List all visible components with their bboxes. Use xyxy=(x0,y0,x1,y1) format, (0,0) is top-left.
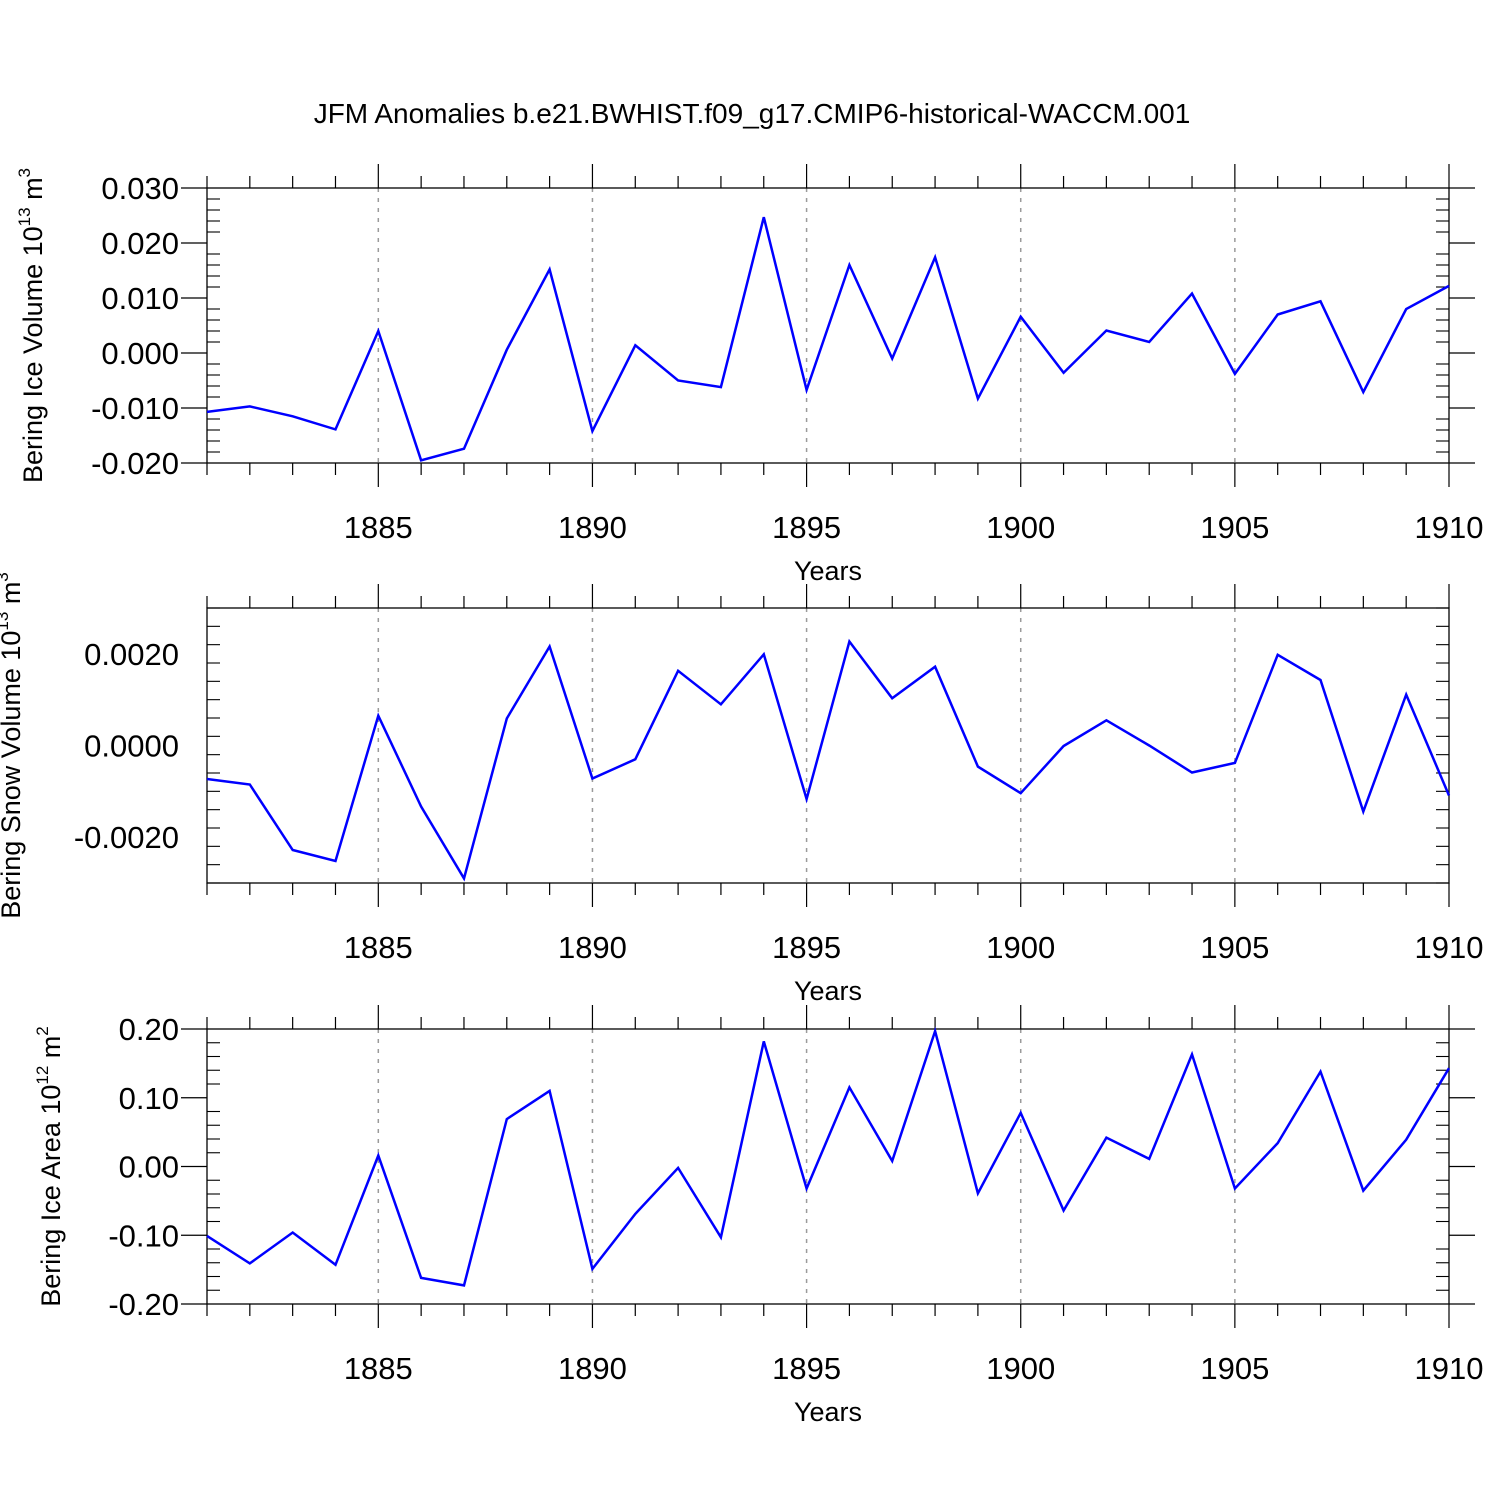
x-tick-label: 1890 xyxy=(558,510,627,545)
y-axis-label-main: Bering Ice Area 10 xyxy=(36,1085,66,1307)
y-tick-label: -0.10 xyxy=(108,1218,179,1253)
x-tick-label: 1895 xyxy=(772,930,841,965)
x-tick-label: 1900 xyxy=(986,930,1055,965)
chart-title: JFM Anomalies b.e21.BWHIST.f09_g17.CMIP6… xyxy=(314,98,1191,129)
data-series-line xyxy=(206,638,1451,882)
x-tick-label: 1910 xyxy=(1415,930,1484,965)
plot-frame xyxy=(206,607,1450,884)
x-tick-label: 1910 xyxy=(1415,510,1484,545)
x-tick-label: 1900 xyxy=(986,510,1055,545)
y-tick-label: -0.20 xyxy=(108,1287,179,1322)
plot-frame xyxy=(206,187,1450,464)
x-tick-label: 1905 xyxy=(1200,1351,1269,1386)
y-axis-label: Bering Ice Volume 1013 m3 xyxy=(15,168,48,483)
y-tick-label: -0.020 xyxy=(91,446,179,481)
x-tick-label: 1890 xyxy=(558,1351,627,1386)
x-axis-label: Years xyxy=(794,556,862,586)
plot-frame xyxy=(206,1028,1450,1305)
x-axis-label: Years xyxy=(794,1397,862,1427)
x-axis-label: Years xyxy=(794,976,862,1006)
y-axis-label-unit-exponent: 3 xyxy=(15,168,34,177)
y-axis-label-main: Bering Ice Volume 10 xyxy=(18,226,48,483)
y-axis-label-unit-exponent: 2 xyxy=(33,1026,52,1035)
x-tick-label: 1910 xyxy=(1415,1351,1484,1386)
data-series-line xyxy=(206,1026,1451,1287)
y-tick-label: 0.000 xyxy=(101,336,179,371)
x-tick-label: 1890 xyxy=(558,930,627,965)
chart-panel-3: -0.20 -0.10 0.00 0.10 0.20 1885 1890 1895 1900 19… xyxy=(33,1005,1483,1427)
y-tick-label: 0.020 xyxy=(101,226,179,261)
y-axis-label-unit: m xyxy=(36,1036,66,1066)
x-tick-label: 1900 xyxy=(986,1351,1055,1386)
y-tick-label: 0.0000 xyxy=(84,729,179,764)
y-axis-label-unit: m xyxy=(18,177,48,207)
y-tick-label: 0.0020 xyxy=(84,637,179,672)
y-axis-label: Bering Snow Volume 1013 m3 xyxy=(0,572,26,919)
x-tick-label: 1895 xyxy=(772,1351,841,1386)
y-axis-label-exponent: 12 xyxy=(33,1066,52,1085)
y-axis-label-unit-exponent: 3 xyxy=(0,572,12,581)
x-tick-label: 1905 xyxy=(1200,930,1269,965)
y-axis-label-exponent: 13 xyxy=(0,612,12,631)
y-axis-label-exponent: 13 xyxy=(15,207,34,226)
chart-panel-2: -0.0020 0.0000 0.0020 1885 1890 1895 1900 1905 1… xyxy=(0,572,1483,1006)
y-tick-label: 0.00 xyxy=(119,1150,179,1185)
y-tick-label: -0.0020 xyxy=(74,820,179,855)
y-tick-label: -0.010 xyxy=(91,391,179,426)
y-tick-label: 0.010 xyxy=(101,281,179,316)
y-axis-label: Bering Ice Area 1012 m2 xyxy=(33,1026,66,1307)
y-axis-label-unit: m xyxy=(0,582,26,612)
x-tick-label: 1885 xyxy=(344,510,413,545)
x-tick-label: 1895 xyxy=(772,510,841,545)
chart-panel-1: -0.020 -0.010 0.000 0.010 0.020 0.030 1885 1890… xyxy=(15,164,1483,586)
x-tick-label: 1885 xyxy=(344,1351,413,1386)
y-tick-label: 0.030 xyxy=(101,171,179,206)
x-tick-label: 1885 xyxy=(344,930,413,965)
data-series-line xyxy=(206,216,1450,462)
y-axis-label-main: Bering Snow Volume 10 xyxy=(0,631,26,919)
x-tick-label: 1905 xyxy=(1200,510,1269,545)
y-tick-label: 0.20 xyxy=(119,1012,179,1047)
y-tick-label: 0.10 xyxy=(119,1081,179,1116)
